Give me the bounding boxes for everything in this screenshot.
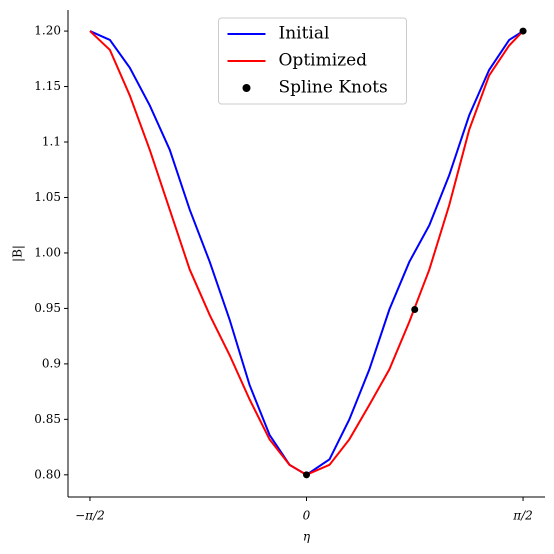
y-tick-label: 1.05 [34,190,61,204]
y-tick-label: 1.15 [34,79,61,93]
y-axis-label: |B| [11,245,25,262]
x-tick-label: π/2 [512,509,533,523]
y-tick-label: 1.20 [34,24,61,38]
y-tick-label: 0.95 [34,301,61,315]
legend-label: Initial [279,24,330,44]
knot [303,471,310,479]
y-tick-label: 0.9 [42,356,61,370]
legend-marker [242,84,251,92]
legend-box [218,17,407,105]
y-tick-label: 0.80 [34,467,61,481]
y-tick-label: 0.85 [34,412,61,426]
y-tick-label: 1.1 [42,135,61,149]
x-tick-label: 0 [303,509,311,523]
knot [519,27,527,35]
x-axis-label: η [303,530,311,544]
legend-label: Spline Knots [279,78,388,98]
knot [411,306,419,314]
legend-label: Optimized [279,51,368,71]
y-tick-label: 1.00 [34,245,61,259]
x-tick-label: −π/2 [75,509,105,523]
